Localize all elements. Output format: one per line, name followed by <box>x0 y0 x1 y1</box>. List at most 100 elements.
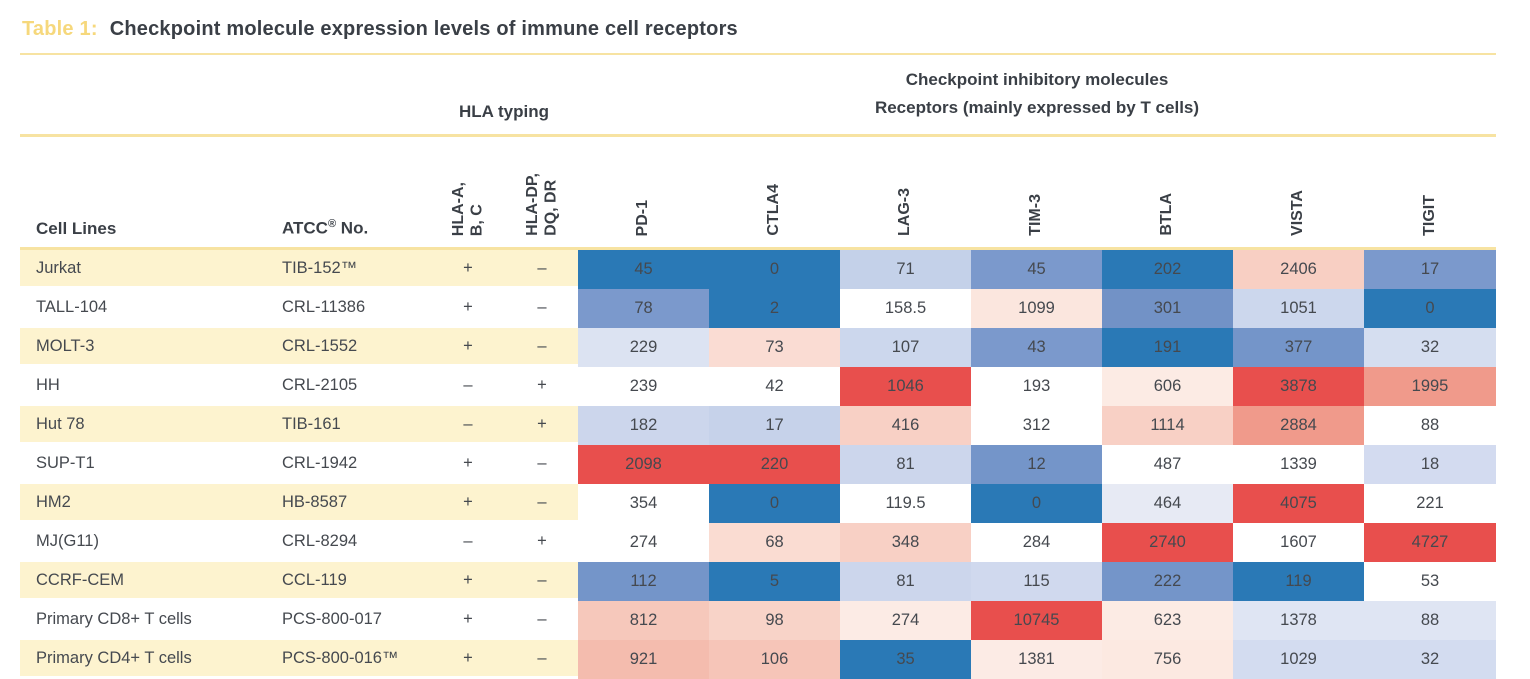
hla-abc-value: + <box>430 484 506 523</box>
table-row: Primary CD8+ T cells PCS-800-017 + –812 98 27… <box>20 601 1497 640</box>
expression-value-cell: 2740 <box>1102 523 1233 562</box>
hla-dpdqdr-value: – <box>506 484 578 523</box>
atcc-number: HB-8587 <box>278 484 430 523</box>
expression-value-cell: 106 <box>709 640 840 679</box>
expression-value-cell: 222 <box>1102 562 1233 601</box>
hla-dpdqdr-value: – <box>506 289 578 328</box>
expression-value-cell: 1995 <box>1364 367 1497 406</box>
hla-dpdqdr-value: – <box>506 562 578 601</box>
expression-value-cell: 284 <box>971 523 1102 562</box>
expression-value-cell: 239 <box>578 367 709 406</box>
expression-value-cell: 81 <box>840 562 971 601</box>
expression-value-cell: 88 <box>1364 406 1497 445</box>
column-header-tim3: TIM-3 <box>971 137 1102 250</box>
expression-value-cell: 0 <box>1364 289 1497 328</box>
table-row: Hut 78 TIB-161– +182 17 416 312 1114 2884 88 <box>20 406 1497 445</box>
expression-value-cell: 301 <box>1102 289 1233 328</box>
cell-line-name: Jurkat <box>20 250 278 289</box>
expression-value-cell: 32 <box>1364 328 1497 367</box>
expression-value-cell: 1339 <box>1233 445 1364 484</box>
expression-value-cell: 43 <box>971 328 1102 367</box>
table-title-bar: Table 1: Checkpoint molecule expression … <box>20 10 1496 55</box>
table-title: Checkpoint molecule expression levels of… <box>109 18 738 40</box>
cell-line-name: MJ(G11) <box>20 523 278 562</box>
hla-abc-value: + <box>430 562 506 601</box>
hla-abc-value: + <box>430 445 506 484</box>
expression-value-cell: 35 <box>840 640 971 679</box>
expression-value-cell: 487 <box>1102 445 1233 484</box>
hla-dpdqdr-value: – <box>506 445 578 484</box>
hla-abc-value: + <box>430 601 506 640</box>
expression-value-cell: 115 <box>971 562 1102 601</box>
table-body: Jurkat TIB-152™ + –45 0 71 45 202 2406 17 TALL-104… <box>20 250 1497 679</box>
expression-value-cell: 5 <box>709 562 840 601</box>
expression-value-cell: 606 <box>1102 367 1233 406</box>
atcc-number: TIB-161 <box>278 406 430 445</box>
atcc-number: CRL-11386 <box>278 289 430 328</box>
column-header-hla-dpdqdr: HLA-DP, DQ, DR <box>506 137 578 250</box>
expression-value-cell: 464 <box>1102 484 1233 523</box>
column-header-row: Cell Lines ATCC® No. HLA-A, B, C HLA-DP,… <box>20 137 1497 250</box>
expression-value-cell: 202 <box>1102 250 1233 289</box>
expression-value-cell: 10745 <box>971 601 1102 640</box>
expression-value-cell: 1029 <box>1233 640 1364 679</box>
expression-value-cell: 45 <box>971 250 1102 289</box>
column-header-pd1: PD-1 <box>578 137 709 250</box>
expression-value-cell: 53 <box>1364 562 1497 601</box>
expression-value-cell: 229 <box>578 328 709 367</box>
hla-abc-value: – <box>430 367 506 406</box>
expression-value-cell: 98 <box>709 601 840 640</box>
cell-line-name: TALL-104 <box>20 289 278 328</box>
expression-value-cell: 220 <box>709 445 840 484</box>
expression-value-cell: 1046 <box>840 367 971 406</box>
expression-value-cell: 1378 <box>1233 601 1364 640</box>
hla-dpdqdr-value: – <box>506 601 578 640</box>
expression-value-cell: 274 <box>840 601 971 640</box>
expression-value-cell: 0 <box>709 484 840 523</box>
expression-value-cell: 71 <box>840 250 971 289</box>
expression-value-cell: 191 <box>1102 328 1233 367</box>
cell-line-name: CCRF-CEM <box>20 562 278 601</box>
table-row: CCRF-CEM CCL-119 + –112 5 81 115 222 119 53 <box>20 562 1497 601</box>
expression-value-cell: 107 <box>840 328 971 367</box>
atcc-number: TIB-152™ <box>278 250 430 289</box>
hla-dpdqdr-value: + <box>506 367 578 406</box>
expression-value-cell: 756 <box>1102 640 1233 679</box>
column-header-lag3: LAG-3 <box>840 137 971 250</box>
expression-value-cell: 1099 <box>971 289 1102 328</box>
atcc-number: PCS-800-017 <box>278 601 430 640</box>
column-header-ctla4: CTLA4 <box>709 137 840 250</box>
expression-value-cell: 348 <box>840 523 971 562</box>
table-row: TALL-104 CRL-11386 + –78 2 158.5 1099 301 1051 0 <box>20 289 1497 328</box>
table-row: HM2 HB-8587 + –354 0 119.5 0 464 4075 221 <box>20 484 1497 523</box>
hla-dpdqdr-value: – <box>506 250 578 289</box>
expression-value-cell: 182 <box>578 406 709 445</box>
expression-value-cell: 18 <box>1364 445 1497 484</box>
expression-value-cell: 119.5 <box>840 484 971 523</box>
expression-value-cell: 1114 <box>1102 406 1233 445</box>
table-row: MJ(G11) CRL-8294– +274 68 348 284 2740 1607 4727 <box>20 523 1497 562</box>
cell-line-name: HH <box>20 367 278 406</box>
expression-value-cell: 45 <box>578 250 709 289</box>
expression-value-cell: 2098 <box>578 445 709 484</box>
hla-abc-value: + <box>430 289 506 328</box>
hla-dpdqdr-value: + <box>506 523 578 562</box>
atcc-number: CRL-1942 <box>278 445 430 484</box>
expression-value-cell: 4075 <box>1233 484 1364 523</box>
expression-value-cell: 193 <box>971 367 1102 406</box>
hla-dpdqdr-value: – <box>506 328 578 367</box>
expression-value-cell: 4727 <box>1364 523 1497 562</box>
atcc-number: CRL-1552 <box>278 328 430 367</box>
expression-value-cell: 112 <box>578 562 709 601</box>
expression-value-cell: 2 <box>709 289 840 328</box>
column-header-cell-lines: Cell Lines <box>20 137 278 250</box>
hla-abc-value: + <box>430 328 506 367</box>
cell-line-name: Hut 78 <box>20 406 278 445</box>
expression-value-cell: 42 <box>709 367 840 406</box>
cell-line-name: Primary CD4+ T cells <box>20 640 278 679</box>
cell-line-name: Primary CD8+ T cells <box>20 601 278 640</box>
expression-value-cell: 32 <box>1364 640 1497 679</box>
column-header-btla: BTLA <box>1102 137 1233 250</box>
hla-abc-value: – <box>430 523 506 562</box>
